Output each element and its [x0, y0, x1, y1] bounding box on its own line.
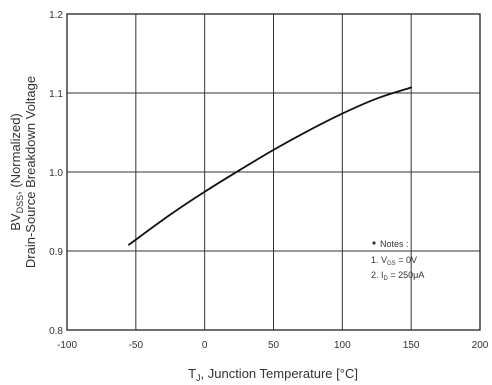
- y-tick-label: 1.0: [49, 168, 63, 179]
- notes-line-1-subscript: GS: [387, 261, 396, 267]
- x-axis-label-suffix: , Junction Temperature [°C]: [201, 366, 358, 381]
- series-line-breakdown-voltage: [128, 86, 413, 246]
- plot-frame: [66, 13, 481, 331]
- x-tick-label: 150: [403, 340, 420, 351]
- notes-line-2: 2. ID = 250μA: [371, 270, 424, 282]
- notes-line-2-subscript: D: [384, 276, 389, 282]
- notes-line-2-prefix: 2. I: [371, 270, 384, 280]
- x-tick-label: 50: [268, 340, 280, 351]
- y-axis-label-line1-subscript: DSS: [15, 195, 25, 214]
- notes-line-1: 1. VGS = 0V: [371, 255, 417, 267]
- notes-line-1-prefix: 1. V: [371, 255, 387, 265]
- x-tick-label: 100: [334, 340, 351, 351]
- grid-lines: [66, 13, 481, 331]
- x-tick-label: 0: [202, 340, 208, 351]
- notes-line-2-suffix: = 250μA: [388, 270, 424, 280]
- y-axis-label-line2: Drain-Source Breakdown Voltage: [23, 76, 38, 268]
- x-axis-label-prefix: T: [188, 366, 196, 381]
- y-axis-label-line1-prefix: BV: [8, 213, 23, 231]
- y-axis-label-line1: BVDSS, (Normalized): [8, 113, 25, 230]
- y-axis-label: BVDSS, (Normalized) Drain-Source Breakdo…: [8, 76, 38, 268]
- y-tick-label: 0.8: [49, 326, 63, 337]
- notes-header: Notes :: [380, 239, 409, 249]
- x-axis-label: TJ, Junction Temperature [°C]: [188, 366, 358, 383]
- y-axis-tick-labels: 0.8 0.9 1.0 1.1 1.2: [49, 10, 63, 337]
- x-axis-label-subscript: J: [196, 373, 201, 383]
- y-tick-label: 0.9: [49, 247, 63, 258]
- x-axis-tick-labels: -100 -50 0 50 100 150 200: [57, 340, 489, 351]
- notes-line-1-suffix: = 0V: [396, 255, 417, 265]
- y-tick-label: 1.1: [49, 89, 63, 100]
- x-tick-label: -50: [129, 340, 144, 351]
- y-tick-label: 1.2: [49, 10, 63, 21]
- notes-bullet-icon: [372, 241, 376, 245]
- y-axis-label-line1-suffix: , (Normalized): [8, 113, 23, 195]
- x-tick-label: 200: [472, 340, 489, 351]
- notes-annotation: Notes : 1. VGS = 0V 2. ID = 250μA: [371, 239, 424, 282]
- x-tick-label: -100: [57, 340, 77, 351]
